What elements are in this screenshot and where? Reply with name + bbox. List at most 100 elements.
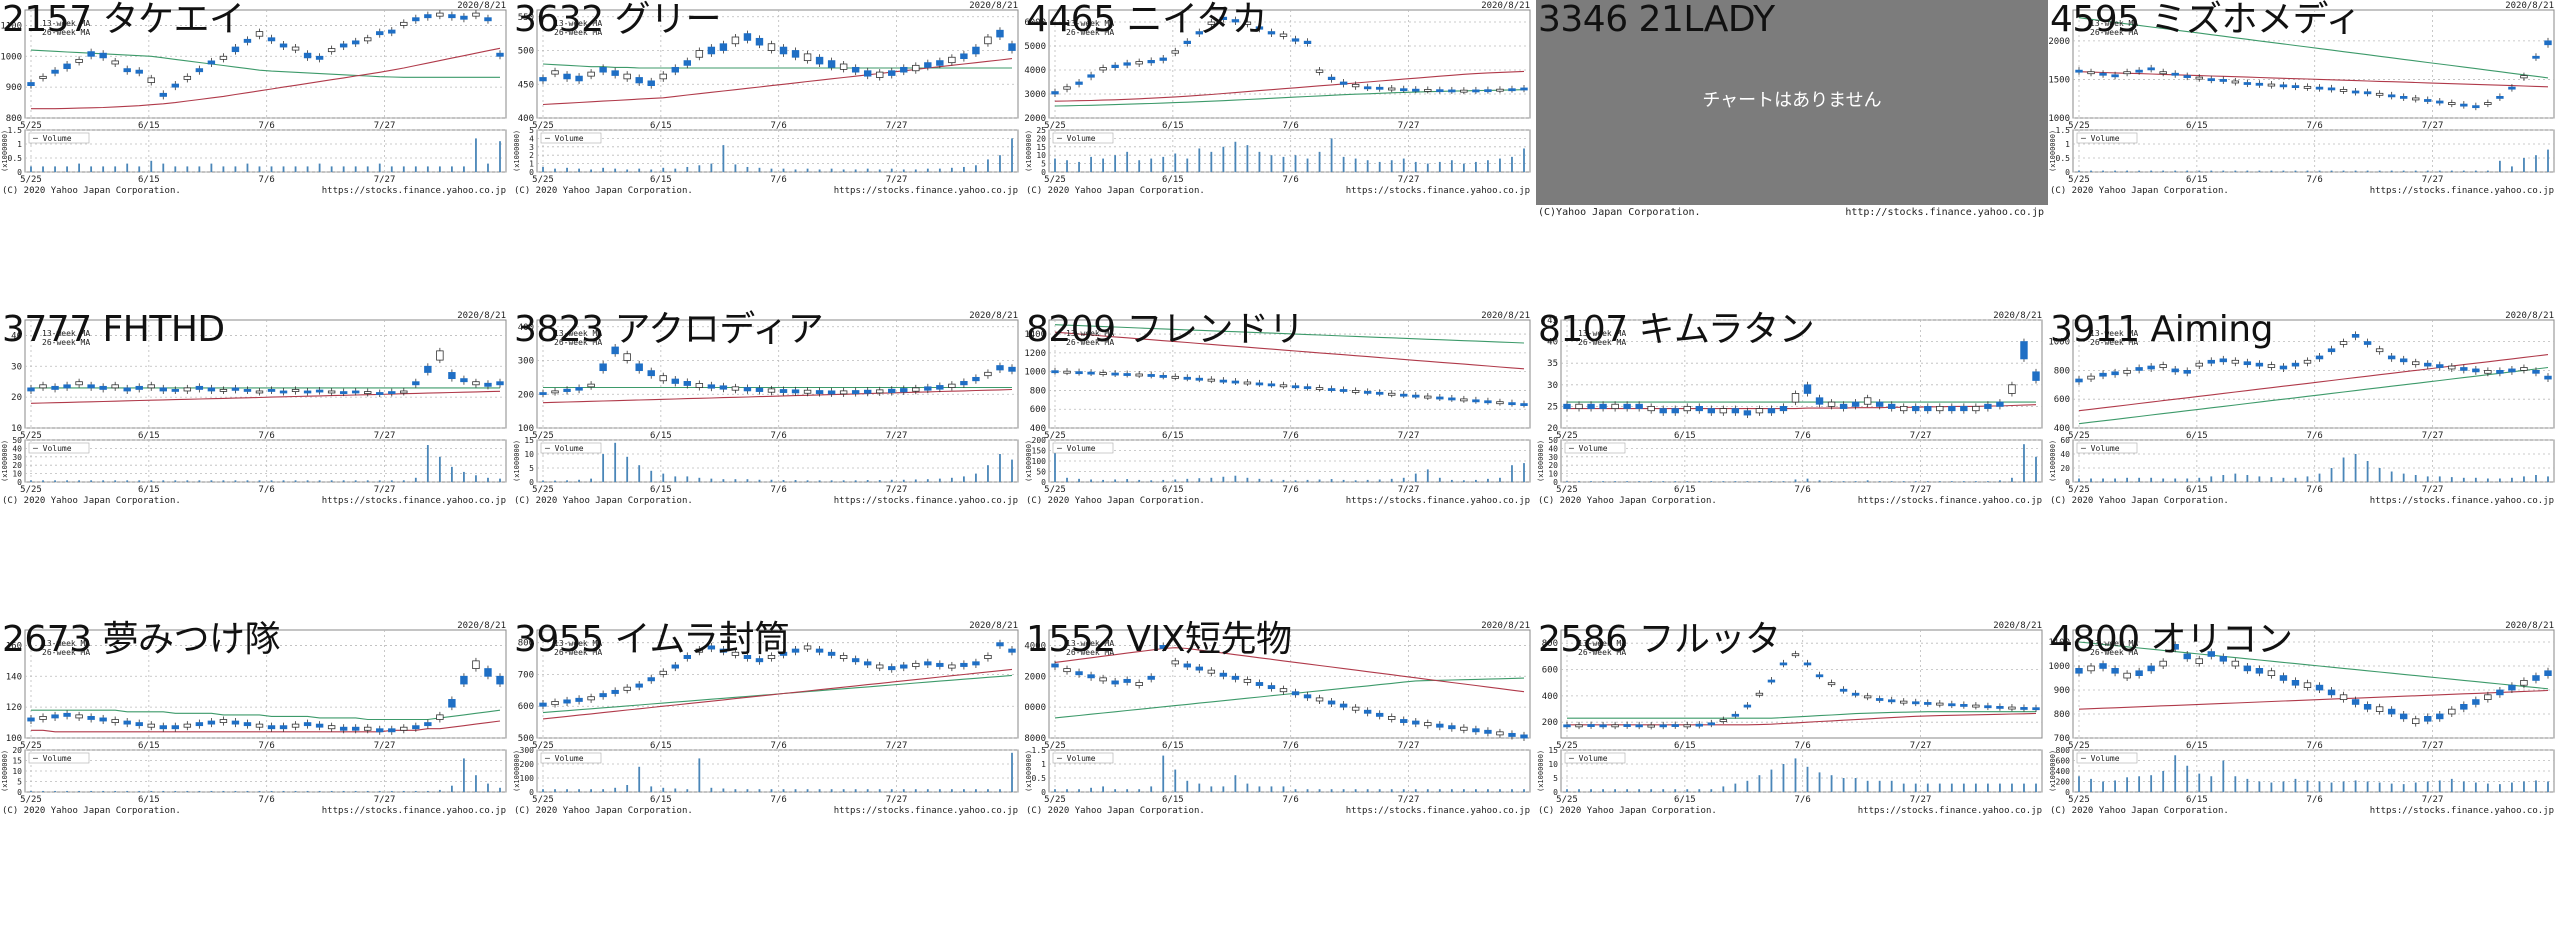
volume-tick-label: 200 [1032,436,1047,445]
volume-unit-label: (x1000000) [1,440,9,482]
candle-body [2008,384,2016,394]
candle-body [1315,697,1324,702]
candle-body [207,720,216,725]
volume-bar [258,790,261,792]
price-tick-label: 800 [6,114,22,124]
volume-bar [2318,473,2321,482]
candle-body [1099,677,1107,682]
candle-body [2496,96,2504,99]
volume-bar [1438,789,1441,792]
chart-date: 2020/8/21 [1481,621,1530,631]
stock-chart-cell[interactable]: 2000 3000 4000 5000 6000 0 5 10 15 20 25 (x1000000)… [1024,0,1536,310]
volume-bar [499,478,501,482]
stock-chart-cell[interactable]: 800010000120001400000.511.5(x1000000)5/2… [1024,620,1536,930]
candle-body [75,58,83,63]
volume-x-tick-label: 7/27 [2422,175,2444,185]
candle-body [2472,699,2480,705]
volume-bar [1054,789,1056,792]
candle-body [1839,403,1848,409]
volume-tick-label: 10 [12,767,22,776]
candle-body [1375,391,1384,395]
volume-bar [138,166,141,172]
stock-chart-cell[interactable]: 400 600 800 1000 0 20 40 60 (x1000000) 5/25 5/25 6/… [2048,310,2560,620]
candle-body [1195,666,1204,671]
volume-bar [2402,170,2405,172]
volume-bar [1626,481,1629,482]
volume-bar [2378,468,2381,482]
candle-body [1851,401,1860,407]
volume-bar [1402,789,1405,792]
volume-tick-label: 0 [17,168,22,177]
price-x-tick-label: 7/6 [1795,741,1811,751]
volume-bar [2282,781,2285,792]
volume-tick-label: 40 [12,444,22,453]
volume-bar [2511,166,2513,172]
volume-bar [698,477,701,482]
candle-body [231,720,240,725]
stock-chart-cell[interactable]: 10 20 30 40 0 10 20 30 40 50 (x1000000) 5/25 5/25 6/1… [0,310,512,620]
volume-bar [234,790,237,792]
candle-body [2135,670,2143,676]
volume-bar [1950,481,1953,482]
candle-body [2303,359,2312,364]
volume-bar [162,163,165,172]
candle-body [147,77,155,83]
volume-bar [114,480,117,482]
candle-body [539,702,547,707]
volume-bar [2222,760,2225,792]
candle-body [171,389,180,392]
price-tick-label: 900 [2054,686,2070,696]
stock-chart-cell[interactable]: 1000 1500 2000 0 0.5 1 1.5 (x1000000) 5/25 5/25 6/… [2048,0,2560,310]
stock-chart-cell[interactable]: 20 25 30 35 40 45 0 10 20 30 40 50 (x1000000) 5/25 5/2… [1536,310,2048,620]
candle-body [635,363,643,372]
stock-chart-cell[interactable]: 100 200 300 400 0 5 10 15 (x1000000) 5/25 5/25 6/15… [512,310,1024,620]
price-x-tick-label: 6/15 [650,121,672,131]
stock-chart-cell[interactable]: 800 900 1000 1100 0 0.5 1 1.5 (x1000000) 5/25 5/25… [0,0,512,310]
volume-x-tick-label: 7/6 [259,175,275,185]
stock-chart-cell[interactable]: 400 600 800 1000 1200 1400 0 50 100 150 200 (x10000… [1024,310,1536,620]
volume-bar [2138,170,2141,172]
candle-body [2363,704,2372,710]
volume-tick-label: 1.5 [8,126,23,135]
price-tick-label: 100 [6,734,22,744]
price-tick-label: 400 [2054,424,2070,434]
candle-body [2532,55,2540,59]
candle-body [472,381,480,386]
candle-body [1051,91,1059,95]
volume-bar [2414,475,2417,482]
candle-body [1611,403,1619,409]
volume-x-tick-label: 5/25 [2068,485,2090,495]
volume-bar [638,465,641,482]
stock-chart-cell[interactable]: チャートはありません (C)Yahoo Japan Corporation. htt… [1536,0,2048,310]
volume-bar [414,166,417,172]
candle-body [424,722,432,727]
volume-bar [2294,477,2297,482]
volume-x-tick-label: 7/6 [1283,485,1299,495]
volume-bar [1078,161,1080,172]
volume-bar [162,790,165,792]
candle-body [755,387,764,392]
volume-bar [1054,158,1056,172]
volume-bar [1011,752,1013,792]
stock-chart-cell[interactable]: 500 600 700 800 0 100 200 300 (x1000000) 5/25 5/25… [512,620,1024,930]
stock-chart-cell[interactable]: 700 800 900 1000 1100 0 200 400 600 800 (x1000000)… [2048,620,2560,930]
candle-body [2532,370,2540,374]
stock-chart-cell[interactable]: 200 400 600 800 0 5 10 15 (x1000000) 5/25 5/25 6/15… [1536,620,2048,930]
volume-panel-frame [2072,129,2555,173]
volume-tick-label: 0.5 [1032,774,1047,783]
volume-bar [354,166,357,172]
candle-body [1111,372,1119,376]
volume-tick-label: 0 [2065,788,2070,797]
candle-body [2424,99,2432,102]
volume-bar [2150,170,2153,172]
stock-chart-cell[interactable]: 400 450 500 550 0 1 2 3 4 5 (x1000000) 5/25 5/25 6/15… [512,0,1024,310]
volume-x-tick-label: 6/15 [1674,795,1696,805]
candle-body [912,662,920,667]
candle-body [1815,674,1824,678]
volume-bar [1566,481,1568,482]
stock-chart-cell[interactable]: 100 120 140 160 0 5 10 15 20 (x1000000) 5/25 5/25 6/… [0,620,512,930]
source-link[interactable]: http://stocks.finance.yahoo.co.jp [1845,207,2044,218]
volume-bar [1114,479,1117,482]
volume-bar [2198,170,2201,172]
volume-bar [90,166,93,172]
